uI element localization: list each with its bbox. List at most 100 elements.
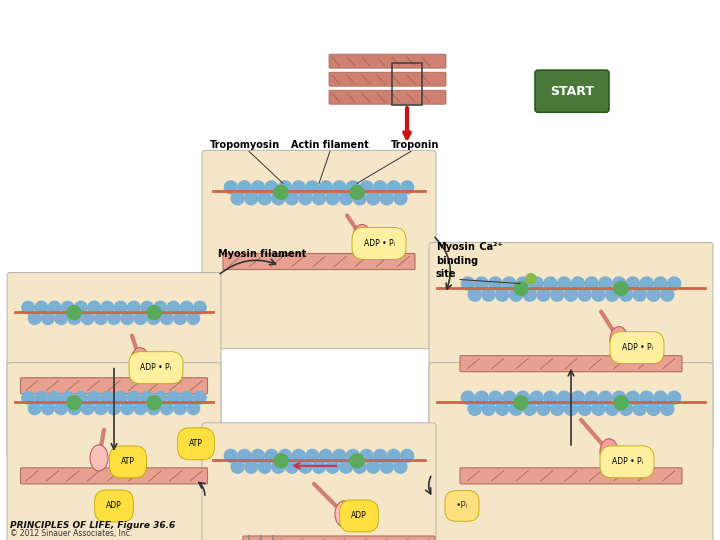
FancyBboxPatch shape [460, 468, 682, 484]
Ellipse shape [131, 348, 149, 374]
Circle shape [88, 301, 101, 314]
Circle shape [147, 306, 161, 320]
Text: Myosin filament: Myosin filament [218, 249, 306, 260]
Text: ADP: ADP [351, 511, 367, 521]
FancyBboxPatch shape [460, 356, 682, 372]
Circle shape [578, 402, 591, 415]
Circle shape [174, 402, 186, 415]
Circle shape [654, 391, 667, 404]
Circle shape [68, 312, 81, 325]
Circle shape [557, 391, 571, 404]
Circle shape [88, 392, 101, 404]
Circle shape [320, 181, 332, 194]
Circle shape [67, 306, 81, 320]
Circle shape [279, 449, 292, 462]
Circle shape [272, 192, 284, 205]
Circle shape [489, 277, 502, 290]
Circle shape [647, 402, 660, 415]
Circle shape [147, 396, 161, 410]
Circle shape [121, 402, 133, 415]
Circle shape [503, 391, 516, 404]
Circle shape [35, 392, 48, 404]
Circle shape [613, 277, 626, 290]
Circle shape [592, 288, 605, 301]
Circle shape [42, 402, 54, 415]
Circle shape [619, 402, 633, 415]
FancyBboxPatch shape [329, 54, 446, 68]
Circle shape [238, 181, 251, 194]
Circle shape [495, 288, 509, 301]
Text: Ca²⁺: Ca²⁺ [476, 242, 503, 253]
Circle shape [81, 312, 94, 325]
Circle shape [394, 460, 407, 473]
Circle shape [108, 402, 120, 415]
Circle shape [640, 277, 653, 290]
FancyBboxPatch shape [20, 377, 207, 394]
Circle shape [306, 449, 319, 462]
Circle shape [167, 301, 180, 314]
Circle shape [225, 181, 237, 194]
Circle shape [285, 192, 298, 205]
Text: Figure 36.6  Release of Ca²⁺ from the Sarcoplasmic Reticulum Triggers Muscle Con: Figure 36.6 Release of Ca²⁺ from the Sar… [6, 10, 720, 25]
Ellipse shape [353, 225, 371, 251]
Circle shape [140, 301, 153, 314]
Circle shape [489, 391, 502, 404]
Circle shape [292, 449, 305, 462]
Circle shape [194, 301, 206, 314]
FancyBboxPatch shape [329, 72, 446, 86]
Circle shape [401, 449, 414, 462]
Circle shape [523, 402, 536, 415]
Circle shape [613, 391, 626, 404]
Circle shape [101, 392, 114, 404]
Circle shape [510, 288, 523, 301]
Circle shape [238, 449, 251, 462]
Circle shape [285, 460, 298, 473]
Circle shape [592, 402, 605, 415]
Circle shape [374, 181, 387, 194]
Circle shape [346, 449, 359, 462]
Circle shape [354, 460, 366, 473]
Circle shape [258, 460, 271, 473]
Circle shape [599, 277, 612, 290]
Circle shape [245, 460, 258, 473]
Circle shape [333, 181, 346, 194]
Circle shape [154, 301, 166, 314]
Circle shape [614, 396, 628, 410]
Text: Actin filament: Actin filament [291, 140, 369, 150]
Circle shape [633, 402, 647, 415]
Circle shape [55, 402, 68, 415]
Circle shape [387, 181, 400, 194]
Circle shape [148, 402, 160, 415]
Ellipse shape [90, 445, 108, 471]
Circle shape [167, 392, 180, 404]
Text: ADP • Pᵢ: ADP • Pᵢ [621, 343, 652, 352]
Circle shape [134, 402, 147, 415]
Circle shape [312, 460, 325, 473]
Circle shape [516, 391, 529, 404]
Circle shape [127, 301, 140, 314]
Circle shape [514, 396, 528, 410]
FancyBboxPatch shape [223, 253, 415, 269]
Text: ADP • Pᵢ: ADP • Pᵢ [611, 457, 642, 467]
Circle shape [551, 288, 564, 301]
Text: •Pᵢ: •Pᵢ [456, 502, 468, 510]
Circle shape [606, 402, 618, 415]
Circle shape [366, 460, 379, 473]
Circle shape [516, 277, 529, 290]
Text: binding: binding [436, 255, 478, 266]
Circle shape [258, 192, 271, 205]
Circle shape [626, 391, 639, 404]
Text: PRINCIPLES OF LIFE, Figure 36.6: PRINCIPLES OF LIFE, Figure 36.6 [10, 521, 175, 530]
Text: Myosin: Myosin [436, 242, 475, 253]
Ellipse shape [335, 501, 353, 527]
Circle shape [187, 402, 199, 415]
Circle shape [299, 192, 312, 205]
Circle shape [75, 392, 87, 404]
Ellipse shape [610, 327, 628, 353]
Circle shape [374, 449, 387, 462]
Circle shape [94, 402, 107, 415]
Circle shape [274, 185, 288, 199]
Circle shape [614, 281, 628, 295]
Circle shape [231, 460, 244, 473]
Circle shape [127, 392, 140, 404]
